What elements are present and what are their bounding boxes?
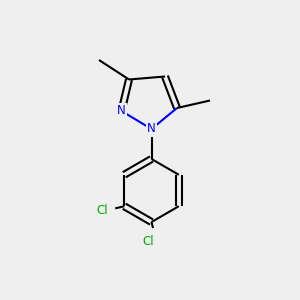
Text: N: N	[147, 122, 156, 136]
Text: Cl: Cl	[143, 235, 154, 248]
Text: N: N	[117, 104, 126, 118]
Text: Cl: Cl	[96, 204, 107, 217]
